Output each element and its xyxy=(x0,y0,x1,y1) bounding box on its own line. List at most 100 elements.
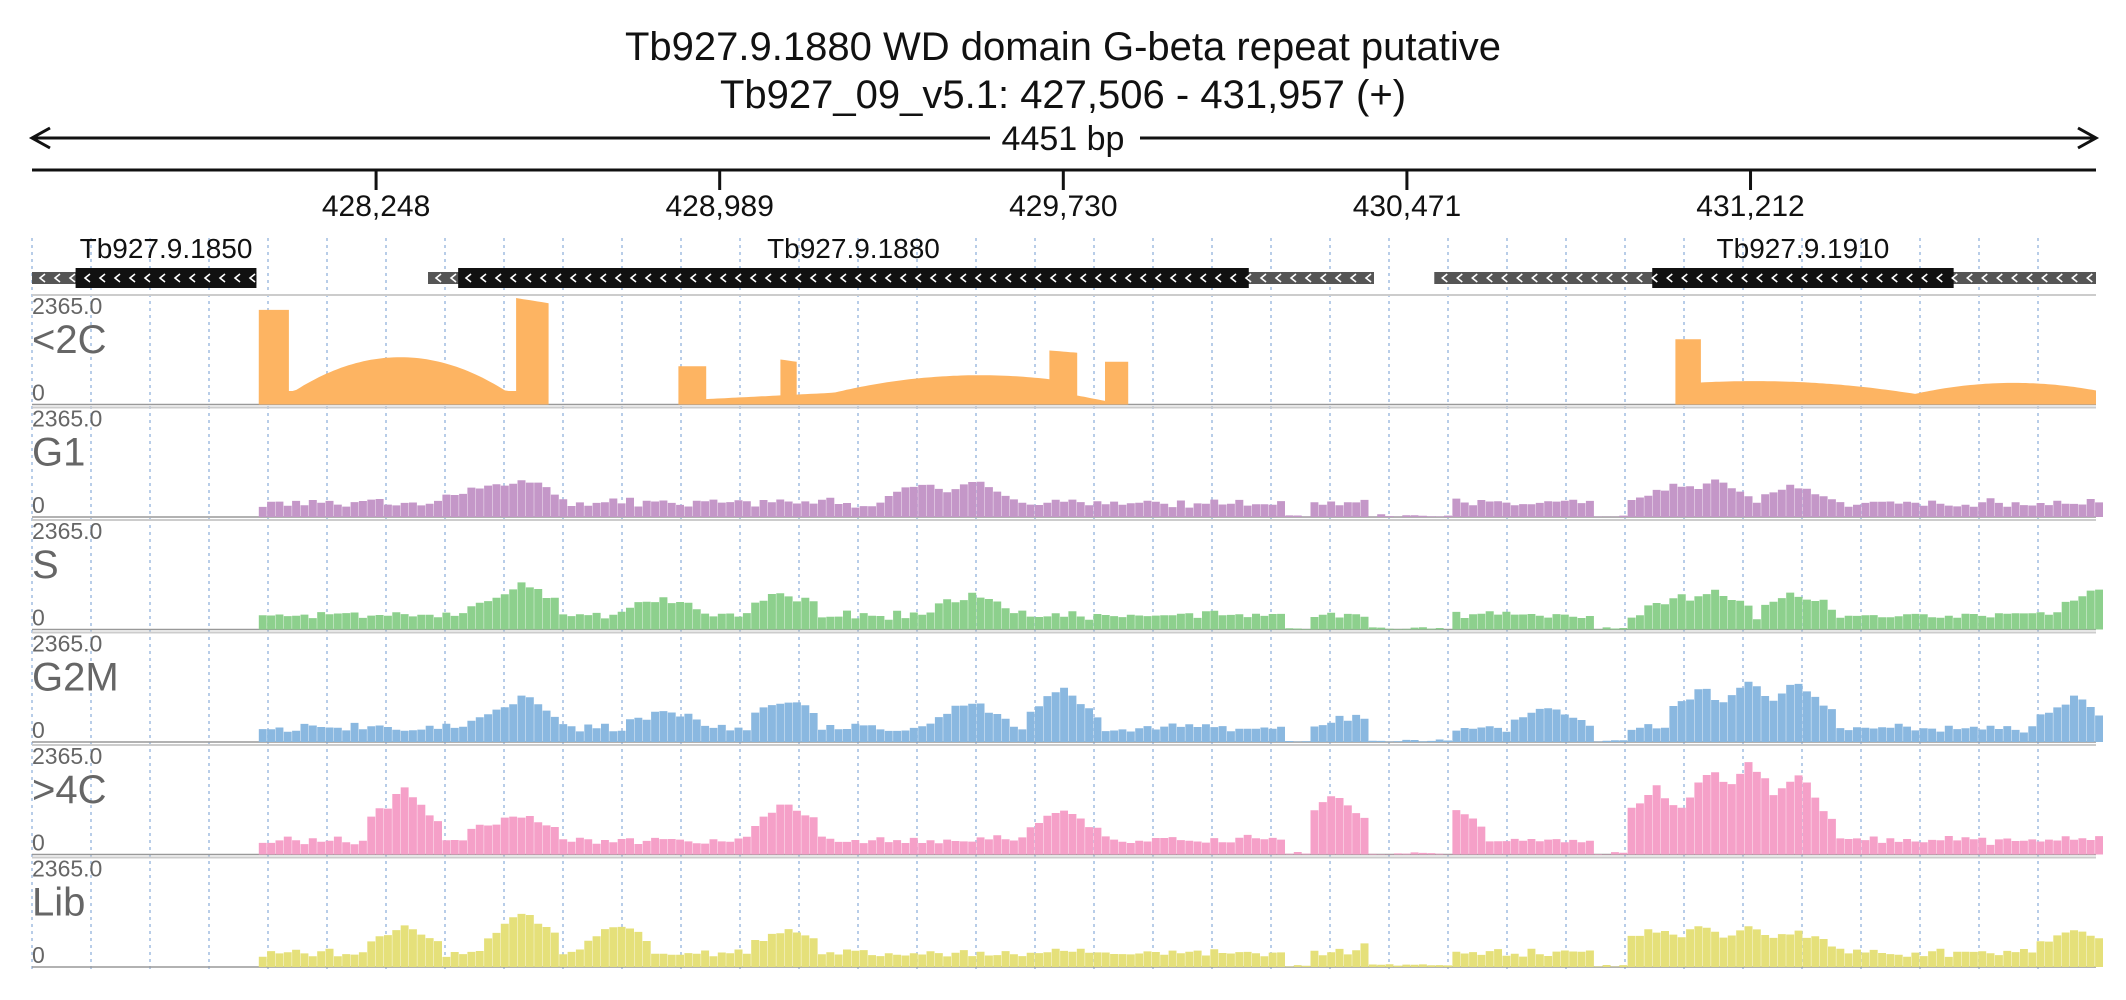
track-5: 2365.0 0 Lib xyxy=(32,856,2103,968)
gene-label-1: Tb927.9.1880 xyxy=(767,233,940,264)
strand-arrow-icon xyxy=(1650,273,1658,283)
strand-arrow-icon xyxy=(599,273,607,283)
strand-arrow-icon xyxy=(1635,273,1643,283)
strand-arrow-icon xyxy=(689,273,697,283)
strand-arrow-icon xyxy=(1785,273,1793,283)
strand-arrow-icon xyxy=(2070,273,2078,283)
strand-arrow-icon xyxy=(1334,273,1342,283)
strand-arrow-icon xyxy=(158,273,166,283)
strand-arrow-icon xyxy=(1274,273,1282,283)
strand-arrow-icon xyxy=(1620,273,1628,283)
track-coverage-4 xyxy=(258,762,2103,855)
strand-arrow-icon xyxy=(779,273,787,283)
track-ymin-0: 0 xyxy=(32,380,45,406)
gene-2[interactable]: Tb927.9.1910 xyxy=(1434,233,2096,288)
strand-arrow-icon xyxy=(1154,273,1162,283)
strand-arrow-icon xyxy=(1199,273,1207,283)
strand-arrow-icon xyxy=(494,273,502,283)
track-0: 2365.0 0 <2C xyxy=(32,293,2097,406)
track-name-3: G2M xyxy=(32,656,119,700)
track-ymin-3: 0 xyxy=(32,717,45,743)
strand-arrow-icon xyxy=(1049,273,1057,283)
strand-arrow-icon xyxy=(1665,273,1673,283)
strand-arrow-icon xyxy=(1229,273,1237,283)
gene-cds xyxy=(75,268,257,288)
strand-arrow-icon xyxy=(1905,273,1913,283)
strand-arrow-icon xyxy=(944,273,952,283)
x-tick-label-0: 428,248 xyxy=(322,190,430,223)
track-coverage-3 xyxy=(258,681,2103,742)
strand-arrow-icon xyxy=(734,273,742,283)
strand-arrow-icon xyxy=(1920,273,1928,283)
track-4: 2365.0 0 >4C xyxy=(32,743,2103,856)
track-coverage-2 xyxy=(258,582,2103,630)
track-ymin-5: 0 xyxy=(32,942,45,968)
track-coverage-5 xyxy=(258,913,2103,967)
strand-arrow-icon xyxy=(749,273,757,283)
x-axis-ticks: 428,248 428,989 429,730 430,471 431,212 xyxy=(322,170,1805,223)
gene-cds xyxy=(458,268,1249,288)
strand-arrow-icon xyxy=(1680,273,1688,283)
strand-arrow-icon xyxy=(584,273,592,283)
strand-arrow-icon xyxy=(704,273,712,283)
strand-arrow-icon xyxy=(1590,273,1598,283)
coverage-tracks: 2365.00<2C2365.00G12365.00S2365.00G2M236… xyxy=(32,293,2103,968)
strand-arrow-icon xyxy=(554,273,562,283)
strand-arrow-icon xyxy=(1064,273,1072,283)
track-ymax-1: 2365.0 xyxy=(32,406,102,432)
strand-arrow-icon xyxy=(1304,273,1312,283)
strand-arrow-icon xyxy=(569,273,577,283)
strand-arrow-icon xyxy=(1530,273,1538,283)
strand-arrow-icon xyxy=(1860,273,1868,283)
strand-arrow-icon xyxy=(794,273,802,283)
span-arrow-right-head xyxy=(2077,126,2100,150)
track-name-0: <2C xyxy=(32,318,107,362)
strand-arrow-icon xyxy=(914,273,922,283)
strand-arrow-icon xyxy=(449,273,457,283)
strand-arrow-icon xyxy=(173,273,181,283)
track-ymin-2: 0 xyxy=(32,605,45,631)
strand-arrow-icon xyxy=(1935,273,1943,283)
strand-arrow-icon xyxy=(824,273,832,283)
x-axis: 428,248 428,989 429,730 430,471 431,212 xyxy=(32,168,2096,223)
strand-arrow-icon xyxy=(233,273,241,283)
strand-arrow-icon xyxy=(1349,273,1357,283)
track-ymax-4: 2365.0 xyxy=(32,743,102,769)
span-label: 4451 bp xyxy=(1002,120,1125,158)
strand-arrow-icon xyxy=(1184,273,1192,283)
strand-arrow-icon xyxy=(434,273,442,283)
strand-arrow-icon xyxy=(1980,273,1988,283)
track-coverage-1 xyxy=(258,479,2103,517)
strand-arrow-icon xyxy=(1755,273,1763,283)
strand-arrow-icon xyxy=(1319,273,1327,283)
strand-arrow-icon xyxy=(1259,273,1267,283)
strand-arrow-icon xyxy=(1289,273,1297,283)
strand-arrow-icon xyxy=(959,273,967,283)
strand-arrow-icon xyxy=(2025,273,2033,283)
strand-arrow-icon xyxy=(1740,273,1748,283)
track-name-2: S xyxy=(32,543,59,587)
strand-arrow-icon xyxy=(83,273,91,283)
strand-arrow-icon xyxy=(839,273,847,283)
gene-0[interactable]: Tb927.9.1850 xyxy=(32,233,257,288)
gene-1[interactable]: Tb927.9.1880 xyxy=(428,233,1374,288)
x-tick-label-4: 431,212 xyxy=(1696,190,1804,223)
strand-arrow-icon xyxy=(614,273,622,283)
x-tick-label-2: 429,730 xyxy=(1009,190,1117,223)
strand-arrow-icon xyxy=(1004,273,1012,283)
track-3: 2365.0 0 G2M xyxy=(32,631,2103,743)
strand-arrow-icon xyxy=(854,273,862,283)
strand-arrow-icon xyxy=(98,273,106,283)
strand-arrow-icon xyxy=(1815,273,1823,283)
gene-track: Tb927.9.1850 Tb927.9.1880 Tb927.9.1910 xyxy=(32,233,2096,288)
strand-arrow-icon xyxy=(68,273,76,283)
strand-arrow-icon xyxy=(1034,273,1042,283)
strand-arrow-icon xyxy=(1890,273,1898,283)
strand-arrow-icon xyxy=(1845,273,1853,283)
strand-arrow-icon xyxy=(1124,273,1132,283)
track-ymax-0: 2365.0 xyxy=(32,293,102,319)
strand-arrow-icon xyxy=(479,273,487,283)
track-coverage-0 xyxy=(258,298,2097,405)
strand-arrow-icon xyxy=(2085,273,2093,283)
strand-arrow-icon xyxy=(1485,273,1493,283)
